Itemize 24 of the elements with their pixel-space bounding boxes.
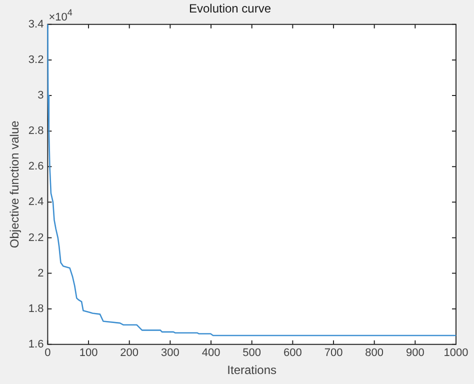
y-tick-label: 3: [38, 90, 44, 102]
x-tick-label: 200: [120, 347, 139, 360]
y-axis-title: Objective function value: [8, 120, 22, 248]
y-tick-label: 2.8: [28, 125, 44, 138]
y-tick-label: 2.4: [28, 196, 44, 208]
y-tick-label: 3.4: [28, 18, 44, 30]
x-tick-label: 500: [242, 347, 262, 360]
y-tick-label: 2: [38, 267, 44, 280]
y-tick-label: 1.8: [28, 302, 44, 315]
x-tick-label: 1000: [444, 347, 468, 360]
y-tick-label: 1.6: [28, 338, 44, 350]
x-tick-label: 300: [161, 347, 180, 360]
x-tick-label: 400: [202, 347, 220, 360]
x-tick-label: 700: [324, 347, 343, 360]
x-axis-title: Iterations: [227, 363, 277, 378]
x-tick-label: 600: [283, 347, 302, 360]
y-tick-label: 3.2: [28, 54, 44, 66]
x-tick-label: 0: [44, 347, 51, 360]
x-tick-label: 100: [79, 347, 98, 360]
chart-title: Evolution curve: [188, 2, 272, 16]
y-tick-label: 2.6: [28, 160, 44, 173]
x-tick-label: 800: [365, 347, 384, 360]
x-tick-label: 900: [406, 347, 424, 360]
y-tick-label: 2.2: [28, 232, 44, 244]
